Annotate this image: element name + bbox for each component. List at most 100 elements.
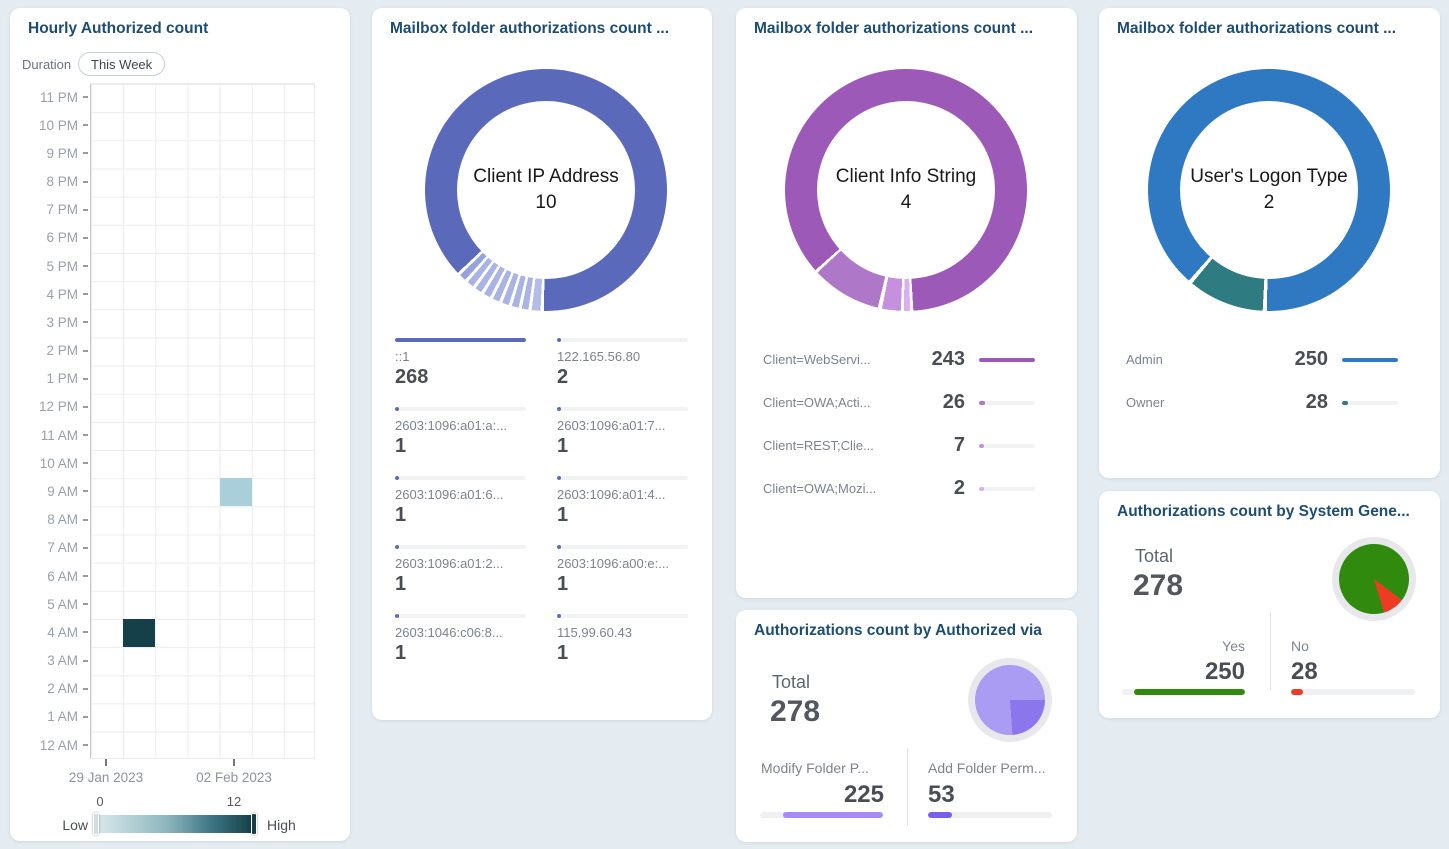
heatmap-hour-label: 6 PM [10, 224, 88, 252]
legend-row[interactable]: Admin 250 [1126, 338, 1398, 381]
heatmap-hour-label: 9 AM [10, 477, 88, 505]
item-label: 2603:1096:a01:6... [395, 487, 504, 502]
legend-value: 250 [1294, 348, 1328, 370]
item-bar [395, 614, 526, 618]
stat-label: Modify Folder P... [761, 760, 869, 776]
heatmap-cell[interactable] [123, 619, 156, 648]
card-hourly-authorized-count: Hourly Authorized count Duration This We… [10, 8, 350, 841]
legend-bar [979, 443, 1035, 448]
legend-value: 7 [953, 434, 965, 456]
card-authorizations-by-client-ip: Mailbox folder authorizations count ... … [372, 8, 712, 720]
card-authorizations-by-logon-type: Mailbox folder authorizations count ... … [1099, 8, 1440, 478]
legend-list: Admin 250 Owner 28 [1126, 338, 1398, 424]
list-item[interactable]: 2603:1096:a01:7... 1 [557, 407, 688, 476]
card-title: Authorizations count by System Gene... [1117, 503, 1410, 520]
stat-label: Add Folder Perm... [928, 760, 1046, 776]
item-bar [557, 614, 688, 618]
item-label: 2603:1096:a01:2... [395, 556, 504, 571]
total-label: Total [1135, 546, 1174, 566]
legend-row[interactable]: Client=OWA;Acti... 26 [763, 381, 1035, 424]
card-title: Authorizations count by Authorized via [754, 622, 1042, 639]
stat-value: 28 [1291, 658, 1318, 685]
legend-bar [1342, 357, 1398, 362]
card-title: Mailbox folder authorizations count ... [1117, 20, 1397, 37]
heatmap-hour-label: 3 PM [10, 308, 88, 336]
heatmap-hour-label: 10 PM [10, 111, 88, 139]
color-scale-handle-low[interactable] [93, 813, 99, 835]
color-scale-low-label: Low [62, 817, 88, 833]
legend-label: Client=WebServi... [763, 352, 871, 367]
heatmap-hour-label: 11 PM [10, 83, 88, 111]
list-item[interactable]: 2603:1096:a01:a:... 1 [395, 407, 526, 476]
x-axis-label: 02 Feb 2023 [196, 770, 272, 785]
donut-chart-client-ip[interactable]: Client IP Address 10 [425, 69, 667, 311]
list-item[interactable]: 115.99.60.43 1 [557, 614, 688, 683]
donut-center-title: Client Info String [835, 166, 977, 188]
heatmap-hour-label: 7 AM [10, 534, 88, 562]
legend-row[interactable]: Client=OWA;Mozi... 2 [763, 467, 1035, 510]
donut-chart-client-info-string[interactable]: Client Info String 4 [785, 69, 1027, 311]
donut-center-value: 4 [900, 192, 912, 213]
heatmap-hour-label: 6 AM [10, 562, 88, 590]
total-label: Total [772, 672, 811, 692]
stat-value: 250 [1204, 658, 1245, 685]
stat-bar [928, 812, 1052, 818]
heatmap-hour-label: 2 PM [10, 337, 88, 365]
color-scale-min: 0 [96, 794, 104, 809]
item-label: 122.165.56.80 [557, 349, 641, 364]
list-item[interactable]: 2603:1096:a01:6... 1 [395, 476, 526, 545]
stat-label: No [1291, 638, 1309, 654]
duration-filter-chip[interactable]: This Week [78, 52, 166, 76]
donut-center: Client IP Address 10 [457, 101, 635, 279]
heatmap-hour-label: 1 AM [10, 703, 88, 731]
stat-value: 225 [843, 781, 884, 808]
heatmap-hour-label: 4 PM [10, 280, 88, 308]
heatmap-cell[interactable] [219, 478, 252, 507]
donut-chart-logon-type[interactable]: User's Logon Type 2 [1148, 69, 1390, 311]
list-item[interactable]: 2603:1046:c06:8... 1 [395, 614, 526, 683]
donut-center-title: Client IP Address [473, 166, 619, 188]
stat-bar [1291, 689, 1415, 695]
legend-bar [979, 400, 1035, 405]
donut-center: User's Logon Type 2 [1180, 101, 1358, 279]
item-bar [557, 407, 688, 411]
legend-bar [979, 486, 1035, 491]
item-value: 2 [557, 366, 569, 388]
pie-chart-system-generated[interactable] [1339, 544, 1409, 614]
legend-bar [979, 357, 1035, 362]
legend-row[interactable]: Client=WebServi... 243 [763, 338, 1035, 381]
item-bar [557, 545, 688, 549]
list-item[interactable]: ::1 268 [395, 338, 526, 407]
color-scale-high-label: High [267, 817, 296, 833]
legend-bar [1342, 400, 1398, 405]
color-scale-handle-high[interactable] [251, 813, 257, 835]
heatmap-hour-label: 2 AM [10, 675, 88, 703]
divider [1270, 612, 1271, 690]
legend-label: Client=OWA;Acti... [763, 395, 871, 410]
stat-value: 53 [928, 781, 955, 808]
card-authorizations-by-client-info-string: Mailbox folder authorizations count ... … [736, 8, 1077, 598]
item-label: 2603:1096:a01:4... [557, 487, 666, 502]
heatmap-hour-label: 3 AM [10, 646, 88, 674]
divider [907, 748, 908, 826]
list-item[interactable]: 2603:1096:a01:2... 1 [395, 545, 526, 614]
list-item[interactable]: 122.165.56.80 2 [557, 338, 688, 407]
donut-center-value: 10 [535, 192, 557, 213]
item-bar [395, 338, 526, 342]
pie-chart-authorized-via[interactable] [975, 665, 1045, 735]
x-axis-label: 29 Jan 2023 [68, 770, 144, 785]
heatmap-color-scale[interactable] [97, 815, 253, 833]
list-item[interactable]: 2603:1096:a00:e:... 1 [557, 545, 688, 614]
item-label: 115.99.60.43 [557, 625, 632, 640]
legend-row[interactable]: Client=REST;Clie... 7 [763, 424, 1035, 467]
legend-label: Client=OWA;Mozi... [763, 481, 877, 496]
item-value: 1 [395, 435, 407, 457]
legend-row[interactable]: Owner 28 [1126, 381, 1398, 424]
item-bar [557, 476, 688, 480]
legend-label: Admin [1126, 352, 1163, 367]
list-item[interactable]: 2603:1096:a01:4... 1 [557, 476, 688, 545]
card-authorizations-by-authorized-via: Authorizations count by Authorized via T… [736, 610, 1077, 842]
stat-bar [760, 812, 883, 818]
heatmap-plot[interactable] [90, 83, 315, 759]
